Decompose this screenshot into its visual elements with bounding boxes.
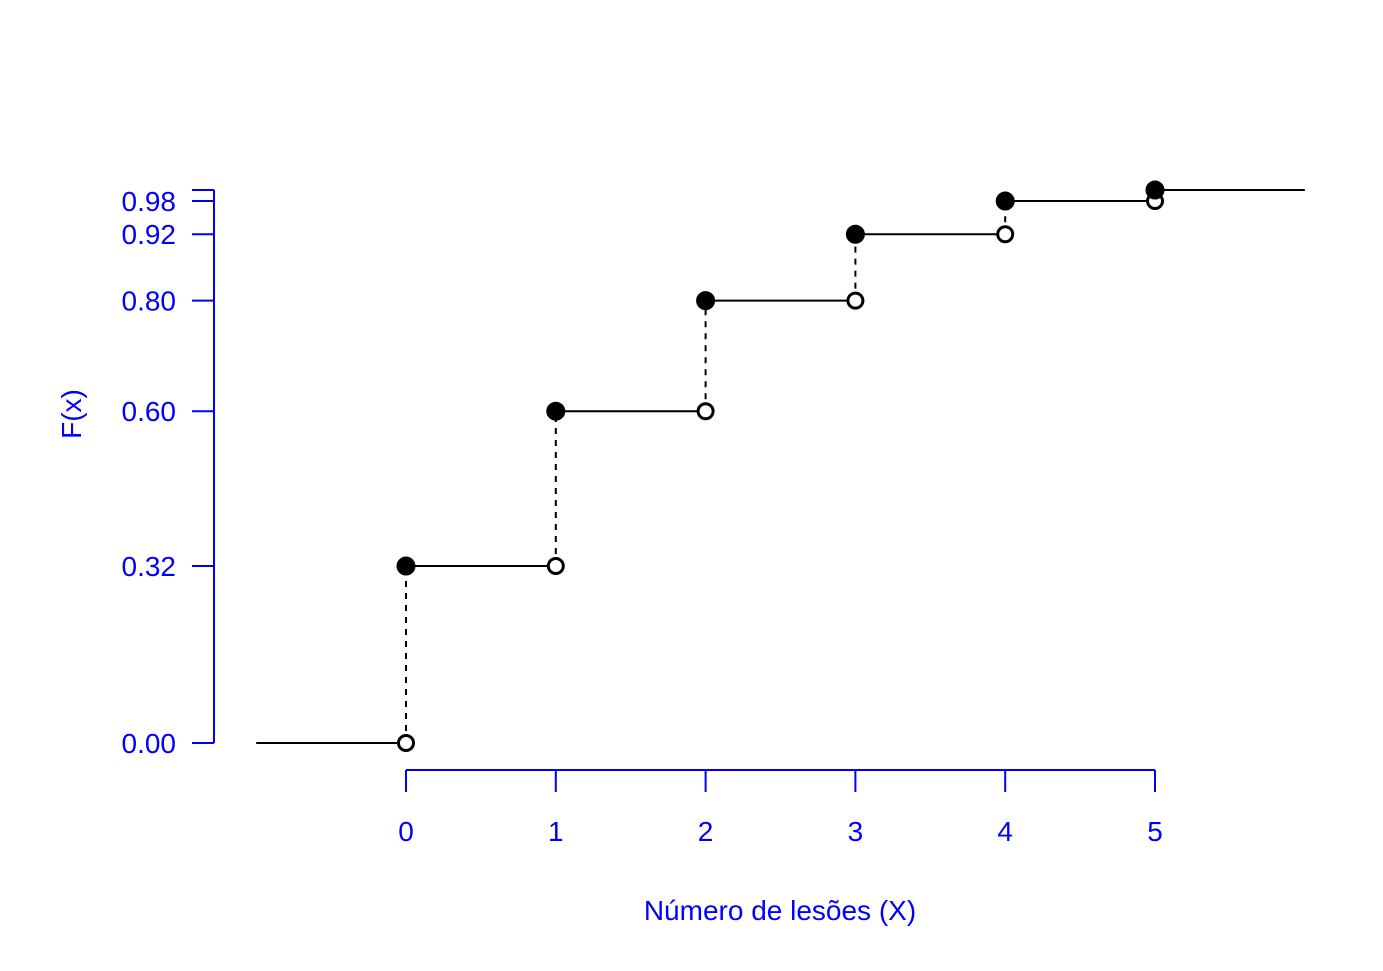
y-tick-label: 0.80 <box>122 286 177 317</box>
closed-point <box>696 291 716 311</box>
plot-area <box>256 180 1305 752</box>
y-axis: 0.00 0.32 0.60 0.80 0.920.98 <box>122 186 215 759</box>
closed-point <box>396 556 416 576</box>
closed-point <box>995 191 1015 211</box>
x-axis: 0 1 2 3 4 5 <box>398 769 1163 847</box>
open-point <box>996 225 1015 244</box>
x-axis-label: Número de lesões (X) <box>644 895 916 926</box>
y-tick-label: 0.60 <box>122 396 177 427</box>
open-point <box>397 734 415 752</box>
x-tick-label: 0 <box>398 816 414 847</box>
x-tick-label: 5 <box>1147 816 1163 847</box>
closed-point <box>1145 180 1165 200</box>
x-tick-label: 3 <box>848 816 864 847</box>
y-tick-label: 0.98 <box>122 186 177 217</box>
y-tick-label: 0.00 <box>122 728 177 759</box>
x-tick-label: 2 <box>698 816 714 847</box>
closed-point <box>546 401 566 421</box>
x-tick-label: 4 <box>997 816 1013 847</box>
x-tick-label: 1 <box>548 816 564 847</box>
y-tick-label: 0.32 <box>122 551 177 582</box>
y-axis-label: F(x) <box>56 389 87 439</box>
closed-point <box>845 224 865 244</box>
open-point <box>696 402 715 421</box>
y-tick-label: 0.92 <box>122 219 177 250</box>
open-point <box>846 291 865 310</box>
open-point <box>546 557 565 576</box>
